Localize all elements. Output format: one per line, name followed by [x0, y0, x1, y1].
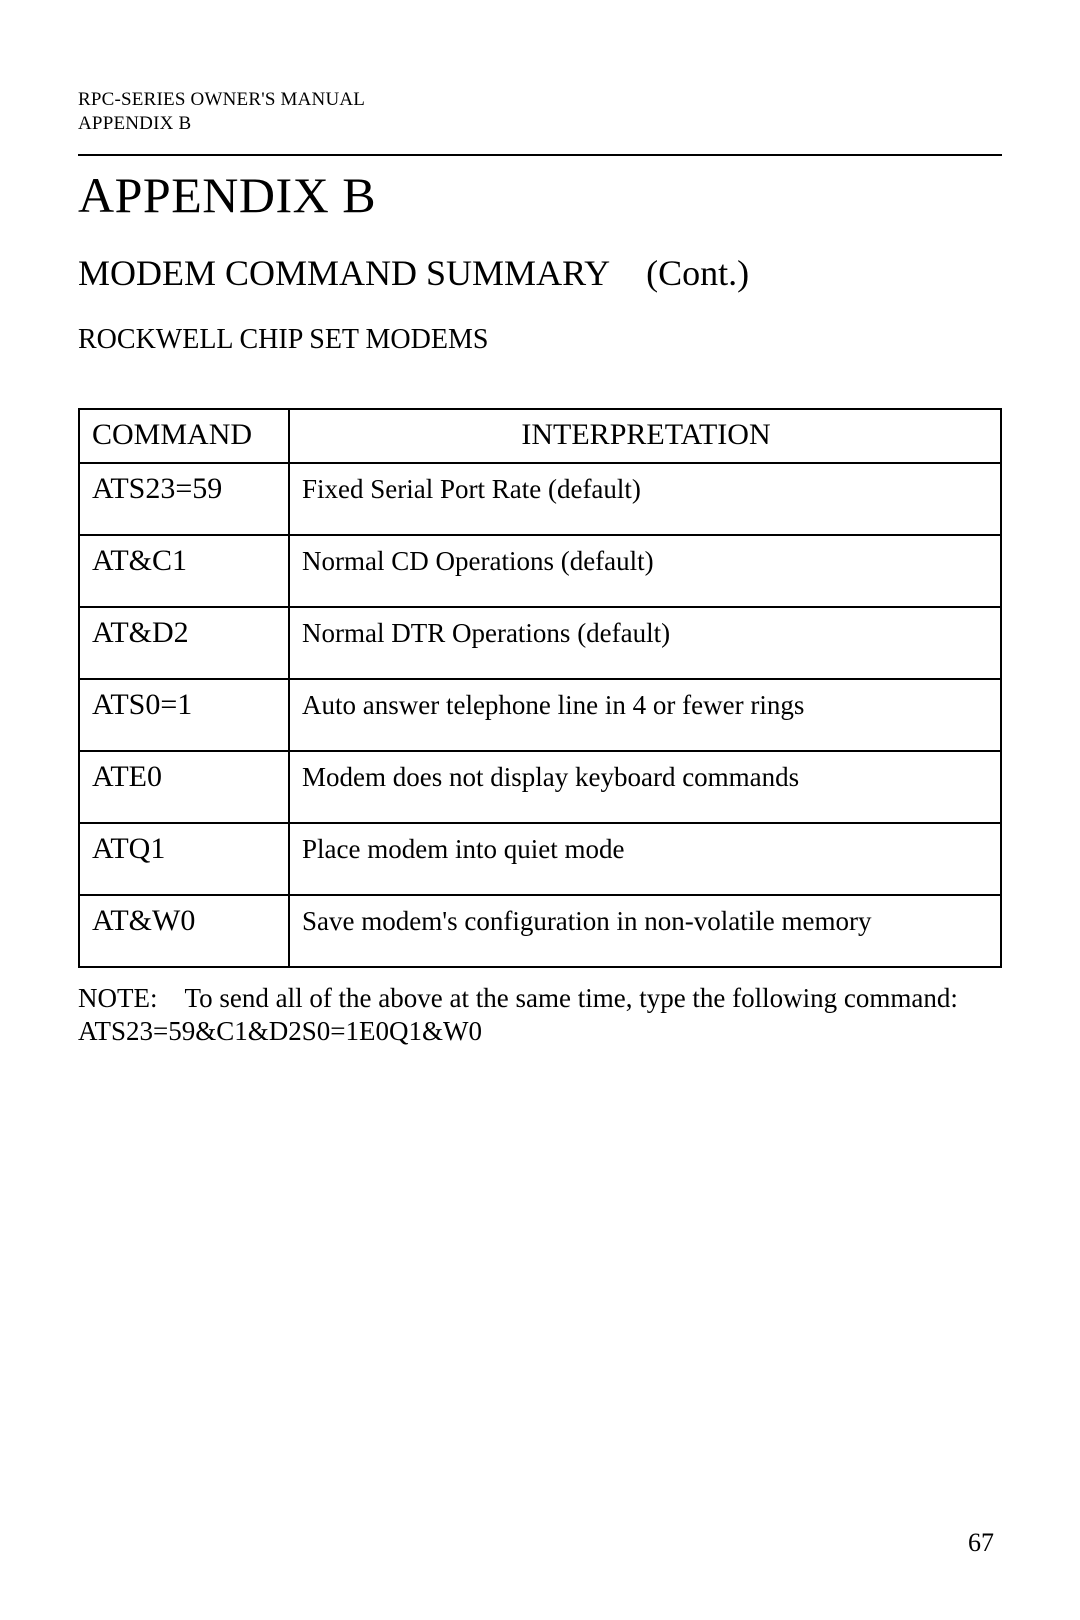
cell-command: ATS23=59 — [79, 463, 289, 535]
page-number: 67 — [968, 1528, 994, 1558]
note-text: NOTE: To send all of the above at the sa… — [78, 982, 1002, 1050]
page-subtitle: MODEM COMMAND SUMMARY (Cont.) — [78, 252, 1002, 294]
table-row: AT&W0 Save modem's configuration in non-… — [79, 895, 1001, 967]
table-row: AT&C1 Normal CD Operations (default) — [79, 535, 1001, 607]
cell-interpretation: Modem does not display keyboard commands — [289, 751, 1001, 823]
table-row: ATQ1 Place modem into quiet mode — [79, 823, 1001, 895]
page-title: APPENDIX B — [78, 166, 1002, 224]
cell-interpretation: Normal CD Operations (default) — [289, 535, 1001, 607]
table-header-row: COMMAND INTERPRETATION — [79, 409, 1001, 463]
cell-interpretation: Save modem's configuration in non-volati… — [289, 895, 1001, 967]
section-heading: ROCKWELL CHIP SET MODEMS — [78, 324, 1002, 356]
cell-interpretation: Place modem into quiet mode — [289, 823, 1001, 895]
table-row: ATS0=1 Auto answer telephone line in 4 o… — [79, 679, 1001, 751]
cell-command: ATS0=1 — [79, 679, 289, 751]
cell-interpretation: Auto answer telephone line in 4 or fewer… — [289, 679, 1001, 751]
cell-command: AT&D2 — [79, 607, 289, 679]
page: RPC-SERIES OWNER'S MANUAL APPENDIX B APP… — [0, 0, 1080, 1620]
table-row: AT&D2 Normal DTR Operations (default) — [79, 607, 1001, 679]
cell-command: AT&C1 — [79, 535, 289, 607]
running-head-line2: APPENDIX B — [78, 112, 1002, 136]
cell-interpretation: Normal DTR Operations (default) — [289, 607, 1001, 679]
running-head-line1: RPC-SERIES OWNER'S MANUAL — [78, 88, 1002, 112]
col-header-command: COMMAND — [79, 409, 289, 463]
running-head: RPC-SERIES OWNER'S MANUAL APPENDIX B — [78, 88, 1002, 136]
table-row: ATE0 Modem does not display keyboard com… — [79, 751, 1001, 823]
cell-interpretation: Fixed Serial Port Rate (default) — [289, 463, 1001, 535]
cell-command: AT&W0 — [79, 895, 289, 967]
table-row: ATS23=59 Fixed Serial Port Rate (default… — [79, 463, 1001, 535]
col-header-interpretation: INTERPRETATION — [289, 409, 1001, 463]
cell-command: ATE0 — [79, 751, 289, 823]
cell-command: ATQ1 — [79, 823, 289, 895]
command-table: COMMAND INTERPRETATION ATS23=59 Fixed Se… — [78, 408, 1002, 968]
divider-rule — [78, 154, 1002, 156]
